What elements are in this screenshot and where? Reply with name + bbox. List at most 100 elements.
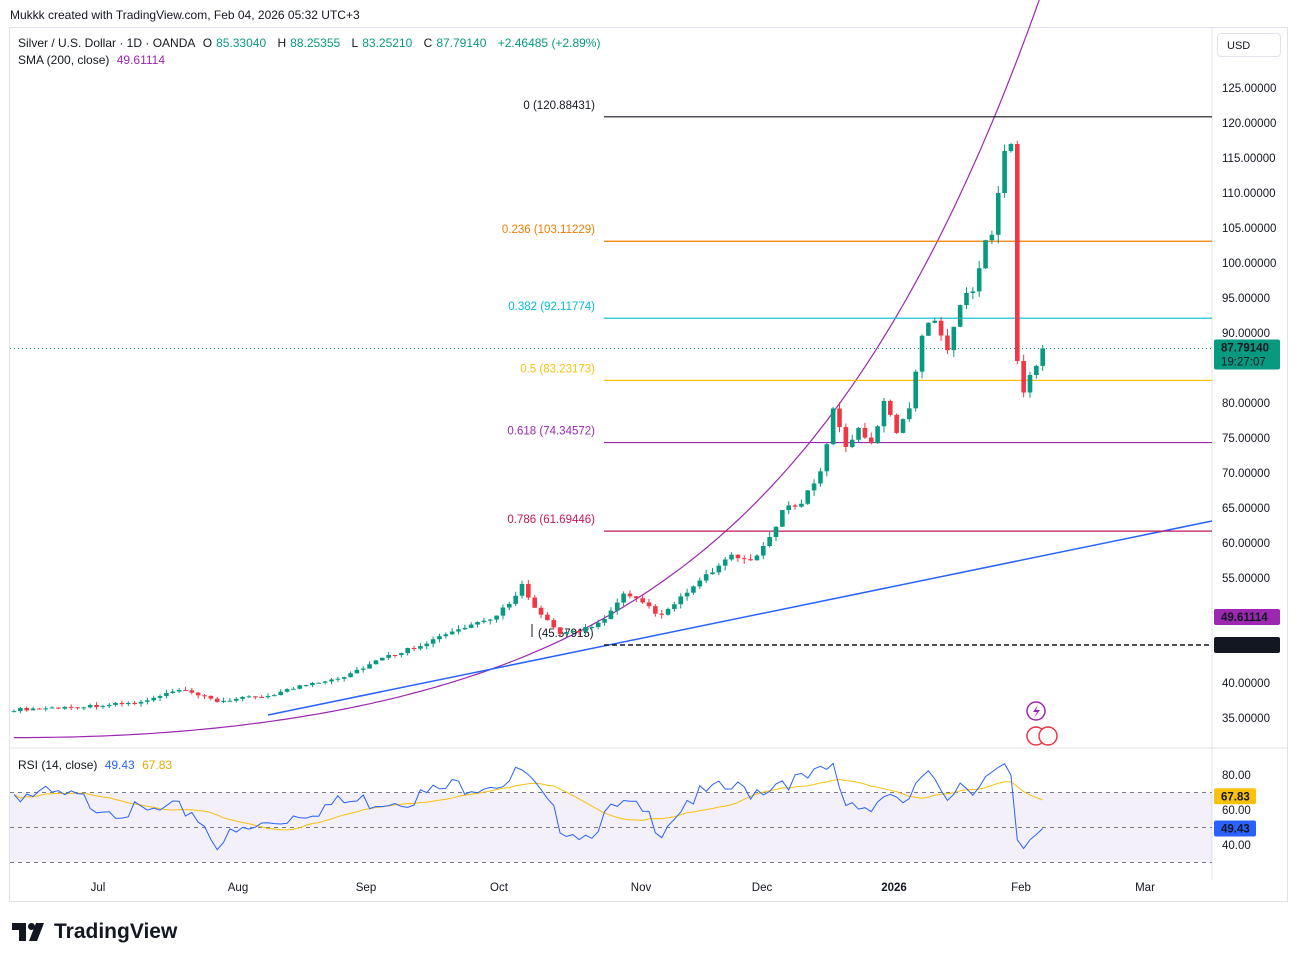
candle-body [748, 559, 753, 561]
rsi-badge-label: 49.43 [1221, 823, 1250, 835]
candle-body [888, 400, 893, 415]
candle-body [259, 696, 264, 698]
candle-body [100, 706, 106, 708]
candle-body [1034, 365, 1039, 375]
candle-body [780, 510, 785, 527]
hline-price-badge-bg [1214, 637, 1280, 653]
fib-label-0.236: 0.236 (103.11229) [502, 224, 595, 236]
candle-body [799, 503, 804, 507]
sma-label[interactable]: SMA (200, close) [18, 53, 110, 67]
candle-body [418, 646, 423, 649]
candle-body [1027, 375, 1033, 393]
candle-body [424, 643, 430, 647]
fib-label-0.382: 0.382 (92.11774) [508, 301, 595, 313]
tradingview-logo[interactable]: TradingView [12, 920, 177, 944]
symbol-legend: Silver / U.S. Dollar · 1D · OANDA O 85.33… [18, 35, 604, 69]
ohlc-change: +2.46485 (+2.89%) [497, 36, 601, 50]
candle-body [589, 627, 595, 629]
candle-body [608, 610, 614, 620]
candle-body [278, 691, 283, 696]
rsi-ma-line [13, 778, 1043, 831]
candle-body [678, 596, 684, 605]
candle-body [983, 240, 988, 269]
rsi-tick-label: 40.00 [1222, 840, 1251, 852]
candle-body [837, 408, 842, 428]
candle-body [989, 234, 995, 241]
candle-body [449, 631, 455, 635]
sma-price-badge-bg [1214, 609, 1280, 625]
rsi-panel: 80.00 60.00 40.00 67.83 49.43 [10, 762, 1256, 863]
candle-body [1015, 144, 1020, 361]
tradingview-logo-text: TradingView [54, 920, 178, 943]
candle-body [913, 371, 918, 409]
candle-body [348, 673, 353, 678]
candle-body [627, 593, 633, 597]
candle-body [367, 664, 372, 669]
candle-body [545, 614, 550, 621]
candle-body [811, 483, 817, 491]
candle-body [500, 607, 506, 616]
support-trendline [267, 520, 1213, 716]
candle-body [830, 408, 836, 445]
candle-body [570, 630, 576, 633]
candle-body [583, 627, 588, 632]
ohlc-close: C 87.79140 [423, 36, 487, 50]
candle-body [227, 700, 233, 702]
candle-body [564, 632, 569, 634]
candle-body [240, 696, 245, 699]
rsi-label[interactable]: RSI (14, close) [18, 758, 98, 772]
candle-body [310, 682, 315, 686]
symbol-title[interactable]: Silver / U.S. Dollar · 1D · OANDA [18, 36, 196, 50]
price-axis: 125.00000 120.00000 115.00000 110.00000 105.… [1214, 83, 1280, 725]
candle-body [741, 558, 747, 560]
candle-body [1002, 151, 1007, 193]
candle-body [119, 702, 125, 705]
sma-layer [14, 0, 1040, 739]
candle-body [976, 268, 982, 292]
candle-body [773, 526, 779, 537]
candle-body [640, 598, 645, 603]
candle-body [951, 326, 957, 351]
candle-body [875, 426, 880, 444]
candle-body [221, 700, 226, 702]
price-tick-label: 90.00000 [1222, 328, 1270, 340]
rsi-tick-label: 80.00 [1222, 770, 1251, 782]
candle-body [265, 695, 271, 698]
candle-body [297, 685, 303, 689]
candle-body [56, 707, 61, 709]
candle-body [602, 619, 607, 623]
rsi-legend: RSI (14, close) 49.43 67.83 [18, 758, 172, 772]
price-tick-label: 60.00000 [1222, 538, 1270, 550]
candle-body [253, 696, 258, 698]
price-tick-label: 105.00000 [1222, 223, 1276, 235]
candle-body [824, 444, 830, 472]
bar-countdown-label: 19:27:07 [1221, 356, 1266, 368]
candle-body [456, 629, 461, 632]
candle-body [722, 559, 728, 566]
candle-body [475, 622, 480, 625]
candle-body [792, 505, 798, 507]
currency-button[interactable]: USD [1217, 33, 1281, 57]
candle-body [24, 708, 29, 711]
candle-body [68, 706, 74, 708]
price-tick-label: 40.00000 [1222, 678, 1270, 690]
price-tick-label: 120.00000 [1222, 118, 1276, 130]
candle-body [697, 580, 703, 587]
rsi-tick-label: 60.00 [1222, 805, 1251, 817]
candle-body [672, 604, 677, 609]
candle-body [11, 711, 17, 713]
candle-body [145, 700, 150, 702]
price-tick-label: 35.00000 [1222, 713, 1270, 725]
price-tick-label: 75.00000 [1222, 433, 1270, 445]
lightning-bolt-icon [1033, 705, 1040, 718]
candle-body [430, 639, 436, 644]
candle-body [329, 679, 334, 682]
time-tick-label: Oct [490, 882, 509, 894]
candle-body [284, 689, 290, 692]
time-axis: Jul Aug Sep Oct Nov Dec 2026 Feb Mar [91, 882, 1155, 894]
time-tick-label: 2026 [881, 882, 907, 894]
candle-body [519, 583, 525, 596]
candle-body [246, 696, 252, 698]
candle-body [532, 597, 537, 608]
